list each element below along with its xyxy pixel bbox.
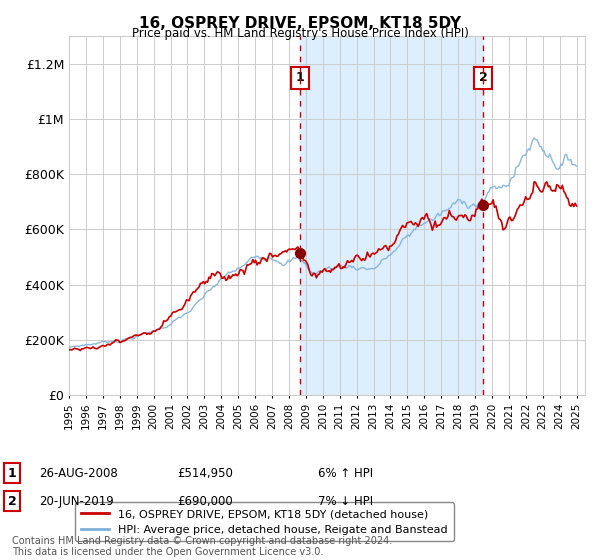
Text: Contains HM Land Registry data © Crown copyright and database right 2024.
This d: Contains HM Land Registry data © Crown c…: [12, 535, 392, 557]
Text: 26-AUG-2008: 26-AUG-2008: [39, 466, 118, 480]
Text: Price paid vs. HM Land Registry's House Price Index (HPI): Price paid vs. HM Land Registry's House …: [131, 27, 469, 40]
Text: 16, OSPREY DRIVE, EPSOM, KT18 5DY: 16, OSPREY DRIVE, EPSOM, KT18 5DY: [139, 16, 461, 31]
Text: 2: 2: [479, 71, 487, 84]
Text: 20-JUN-2019: 20-JUN-2019: [39, 494, 114, 508]
Text: 6% ↑ HPI: 6% ↑ HPI: [318, 466, 373, 480]
Bar: [300, 36, 483, 395]
Text: £514,950: £514,950: [177, 466, 233, 480]
Text: 2: 2: [8, 494, 16, 508]
Text: 1: 1: [8, 466, 16, 480]
Text: 1: 1: [296, 71, 304, 84]
Legend: 16, OSPREY DRIVE, EPSOM, KT18 5DY (detached house), HPI: Average price, detached: 16, OSPREY DRIVE, EPSOM, KT18 5DY (detac…: [74, 502, 454, 542]
Text: £690,000: £690,000: [177, 494, 233, 508]
Text: 7% ↓ HPI: 7% ↓ HPI: [318, 494, 373, 508]
